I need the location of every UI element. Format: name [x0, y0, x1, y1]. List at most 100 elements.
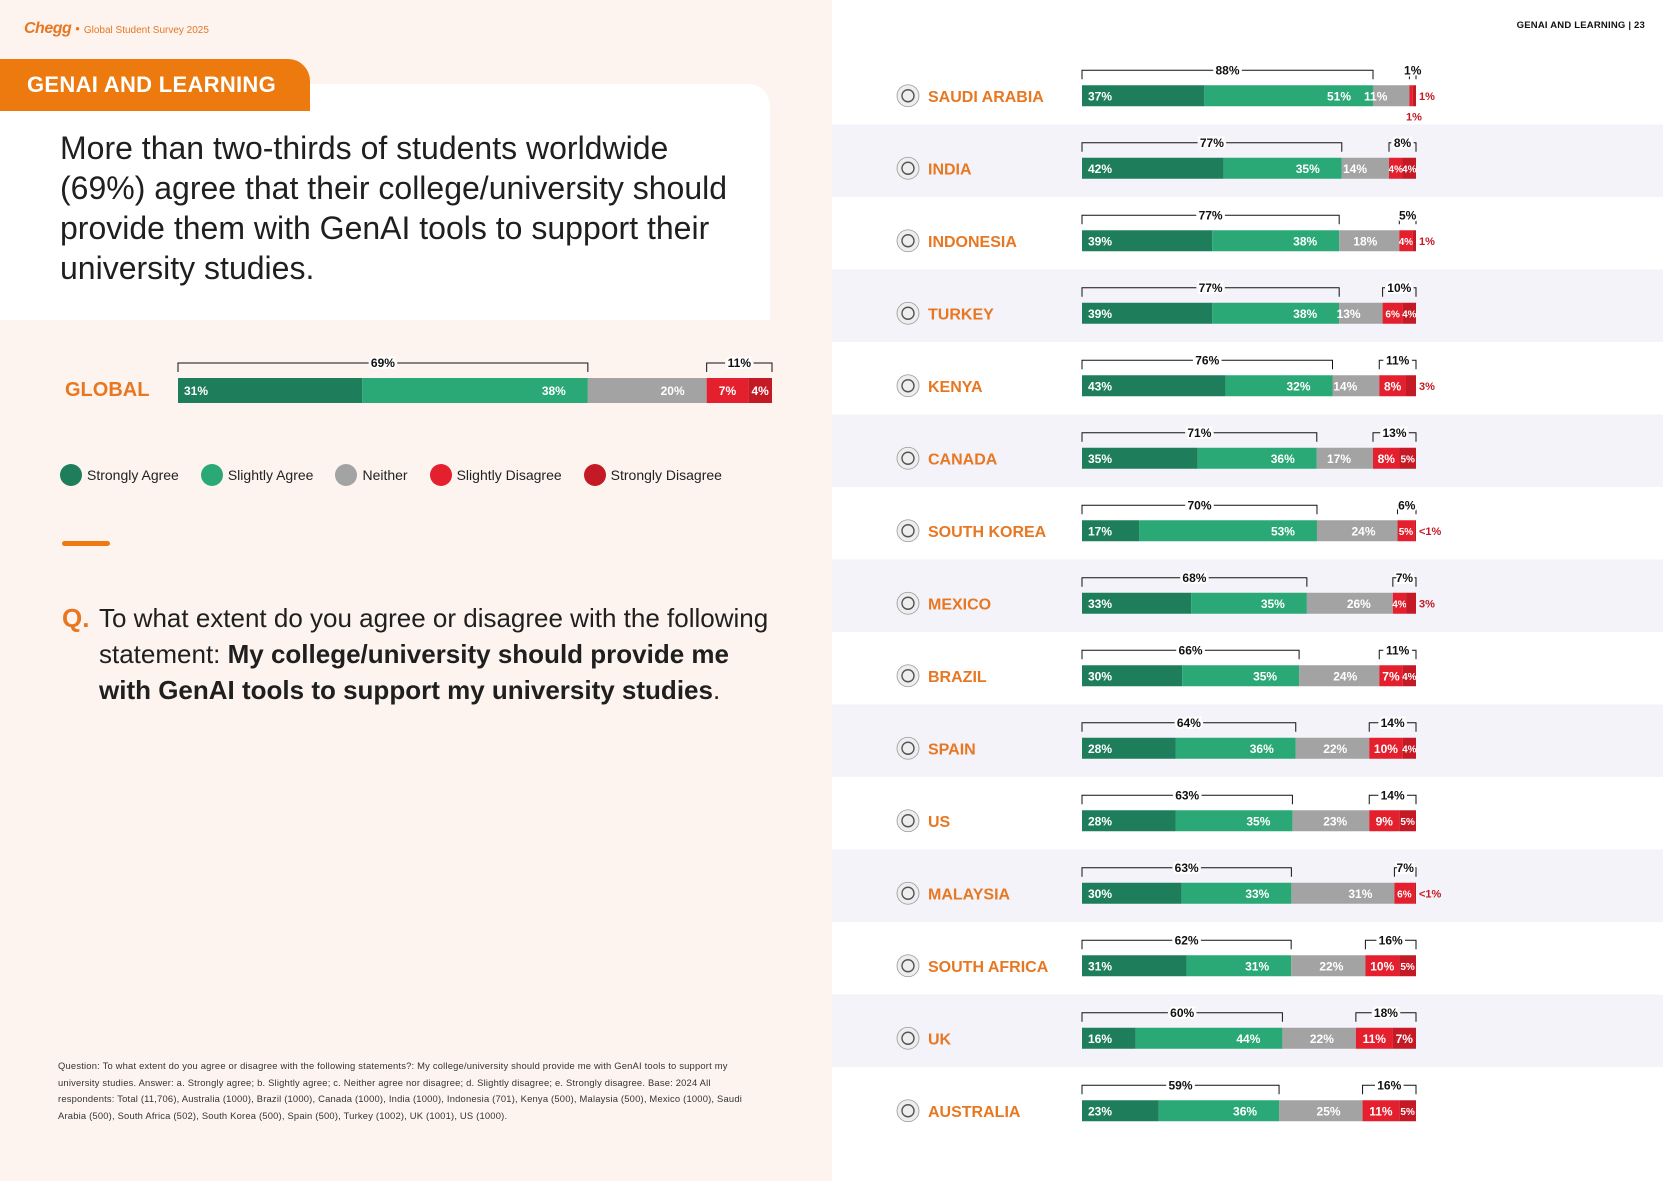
segment-slightly-agree [1181, 882, 1292, 904]
agree-total-bracket: 64% [1081, 714, 1297, 732]
bracket-line-left [1081, 214, 1197, 225]
agree-total-bracket: 76% [1081, 351, 1333, 370]
value-label-slightly-disagree: 6% [1397, 889, 1412, 900]
agree-total-bracket: 88% [1081, 61, 1374, 80]
value-label-strongly-agree: 23% [1088, 1104, 1112, 1118]
bracket-line-right [1221, 359, 1333, 370]
global-label: GLOBAL [65, 379, 149, 401]
bracket-line [1393, 867, 1417, 877]
value-label-strongly-agree: 33% [1088, 597, 1112, 611]
segment-slightly-disagree [1394, 882, 1415, 904]
value-label-strongly-disagree: 4% [1402, 309, 1417, 320]
value-label-strongly-agree: 42% [1088, 162, 1112, 176]
value-label-neither: 31% [1348, 887, 1372, 901]
legend-swatch [429, 464, 452, 486]
value-label-slightly-agree: 33% [1245, 887, 1269, 901]
flag-emblem [901, 669, 915, 683]
value-label-slightly-disagree: 8% [1384, 379, 1402, 393]
bracket-label: 77% [1199, 208, 1223, 222]
flag-circle [896, 954, 920, 978]
bracket-line-right [1413, 287, 1417, 297]
bracket-label: 5% [1399, 208, 1417, 222]
value-label-slightly-disagree: 8% [1378, 452, 1396, 466]
segment-slightly-disagree [1399, 230, 1413, 252]
segment-strongly-disagree [1399, 1100, 1416, 1122]
value-label-strongly-agree: 17% [1088, 524, 1112, 538]
segment-slightly-agree [1204, 85, 1374, 107]
question-lead: To what extent do you agree or disagree … [99, 603, 769, 669]
country-label-indonesia: INDONESIA [928, 234, 1017, 251]
survey-title: Global Student Survey 2025 [83, 25, 209, 36]
bracket-label: 59% [1169, 1078, 1193, 1092]
bracket-line-left [1081, 939, 1173, 950]
bracket-line-left [1081, 432, 1186, 442]
country-label-south-africa: SOUTH AFRICA [928, 959, 1049, 976]
bracket-label: 11% [1386, 643, 1410, 657]
bracket-line-right [1194, 1084, 1280, 1095]
value-label-neither: 22% [1319, 959, 1343, 973]
chegg-logo: Chegg [24, 20, 72, 37]
bracket-line-left [1081, 649, 1177, 660]
value-label-slightly-agree: 36% [1250, 742, 1274, 756]
disagree-total-bracket: 10% [1382, 279, 1417, 297]
agree-total-bracket: 77% [1081, 206, 1340, 225]
page-divider: | [1628, 20, 1632, 31]
flag-emblem [901, 1031, 915, 1045]
flag-emblem [901, 741, 915, 755]
bracket-line-left [1378, 649, 1384, 660]
page-header: GENAI AND LEARNING | 23 [1517, 20, 1645, 31]
question-end: . [712, 675, 721, 705]
bar-mexico: 33% 35% 26% 4% 3% 68% 7% [1081, 569, 1435, 614]
disagree-total-bracket: 11% [1378, 351, 1417, 370]
value-label-strongly-agree: 39% [1088, 234, 1112, 248]
value-label-slightly-disagree: 7% [719, 384, 737, 398]
value-label-strongly-disagree: 5% [1400, 1107, 1415, 1118]
bracket-line-right [1400, 1012, 1417, 1022]
bracket-label: 70% [1187, 498, 1211, 512]
legend-swatch [200, 464, 223, 486]
segment-strongly-agree [1082, 737, 1176, 759]
segment-slightly-disagree [1409, 85, 1413, 107]
segment-slightly-agree [1186, 955, 1292, 977]
segment-slightly-disagree [1362, 1100, 1400, 1122]
value-label-neither: 26% [1347, 597, 1371, 611]
flag-emblem [901, 161, 915, 175]
value-label-strongly-disagree: 5% [1400, 962, 1415, 973]
saudi-arabia-flag-icon [896, 84, 920, 108]
value-label-slightly-agree: 36% [1271, 452, 1295, 466]
flag-emblem [901, 959, 915, 973]
question-marker: Q. [62, 603, 90, 633]
value-label-slightly-agree: 38% [1293, 234, 1317, 248]
flag-circle [896, 1026, 920, 1050]
segment-slightly-agree [1197, 447, 1317, 469]
value-label-strongly-agree: 28% [1088, 742, 1112, 756]
segment-strongly-disagree [1402, 737, 1416, 759]
value-label-slightly-agree: 51% [1327, 89, 1351, 103]
bracket-label: 71% [1187, 426, 1211, 440]
bar-australia: 23% 36% 25% 11% 5% 59% 16% [1081, 1076, 1417, 1122]
legend-label: Slightly Agree [227, 467, 314, 483]
legend-swatch [335, 464, 358, 486]
bracket-line-right [1200, 867, 1292, 877]
bar-malaysia: 30% 33% 31% 6% <1% 63% 7% [1081, 859, 1442, 904]
global-chart: GLOBAL 31% 38% 20% 7% 4% 69% 11% [65, 354, 773, 403]
value-label-outside-strongly-disagree: 1% [1406, 111, 1422, 123]
disagree-total-bracket: 11% [1378, 641, 1417, 660]
value-label-slightly-agree: 38% [1293, 307, 1317, 321]
value-label-slightly-agree: 35% [1253, 669, 1277, 683]
flag-emblem [901, 89, 915, 103]
south-korea-flag-icon [896, 519, 920, 543]
value-label-strongly-agree: 37% [1088, 89, 1112, 103]
bracket-label: 68% [1182, 571, 1206, 585]
value-label-strongly-agree: 28% [1088, 814, 1112, 828]
value-label-strongly-disagree: 4% [1402, 164, 1417, 175]
segment-neither [1295, 737, 1370, 759]
bracket-line-right [1404, 939, 1417, 950]
segment-neither [1339, 302, 1383, 324]
value-label-slightly-disagree: 11% [1369, 1104, 1393, 1118]
segment-strongly-agree [1082, 665, 1183, 687]
country-label-us: US [928, 814, 951, 831]
country-label-brazil: BRAZIL [928, 669, 987, 686]
value-label-slightly-agree: 31% [1245, 959, 1269, 973]
bracket-label: 69% [371, 356, 395, 370]
